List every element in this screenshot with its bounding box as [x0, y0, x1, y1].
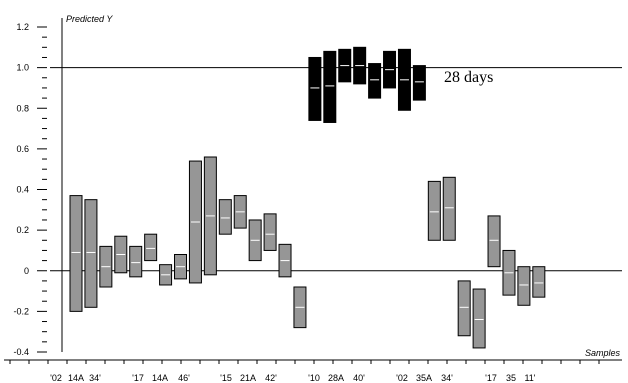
bar-17: [323, 50, 337, 123]
bar-1: [84, 199, 98, 308]
x-tick-label: 34': [89, 373, 101, 383]
annotation-28-days: 28 days: [444, 69, 493, 86]
x-tick-label: '17: [485, 373, 497, 383]
x-tick-label: 35: [506, 373, 516, 383]
y-tick-label: -0.2: [13, 306, 29, 316]
bar-13: [263, 213, 277, 251]
y-tick-label: 0.4: [16, 185, 29, 195]
bars: [69, 46, 546, 349]
x-tick-labels: '02 14A 34' '17 14A 46' '15 21A 42' '10 28A 40' '02 3…: [50, 373, 536, 383]
y-tick-label: 0: [24, 266, 29, 276]
bar-24: [427, 180, 441, 241]
bar-16: [308, 56, 322, 121]
x-tick-label: 14A: [68, 373, 84, 383]
y-tick-label: 0.2: [16, 225, 29, 235]
x-tick-label: 21A: [240, 373, 256, 383]
bar-25: [442, 176, 456, 241]
y-tick-label: 0.8: [16, 103, 29, 113]
y-tick-label: 1.2: [16, 22, 29, 32]
y-axis-title: Predicted Y: [66, 14, 113, 24]
bar-20: [368, 63, 382, 99]
bar-5: [144, 233, 158, 262]
x-tick-label: 46': [178, 373, 190, 383]
bar-28: [487, 215, 501, 268]
bar-10: [218, 199, 232, 235]
bar-26: [457, 280, 471, 337]
x-tick-label: '17: [132, 373, 144, 383]
y-ticks: -0.4 -0.2 0 0.2 0.4 0.6 0.8 1.0 1.2: [13, 22, 47, 357]
x-tick-label: 28A: [328, 373, 344, 383]
x-tick-label: '02: [396, 373, 408, 383]
x-tick-label: 11': [524, 373, 535, 383]
bar-0: [69, 195, 83, 312]
x-tick-label: 35A: [416, 373, 432, 383]
y-tick-label: -0.4: [13, 347, 29, 357]
bar-31: [532, 266, 546, 298]
y-tick-label: 0.6: [16, 144, 29, 154]
y-tick-label: 1.0: [16, 63, 29, 73]
axes: [4, 18, 622, 364]
x-tick-label: '02: [50, 373, 62, 383]
x-tick-label: 14A: [152, 373, 168, 383]
x-tick-label: 42': [265, 373, 277, 383]
x-tick-label: '15: [220, 373, 232, 383]
x-tick-label: '10: [308, 373, 320, 383]
bar-30: [517, 266, 531, 306]
bar-23: [412, 65, 426, 101]
bar-4: [129, 245, 143, 278]
x-axis-title: Samples: [585, 348, 621, 358]
x-tick-label: 40': [353, 373, 365, 383]
x-tick-label: 34': [441, 373, 453, 383]
bar-27: [472, 288, 486, 349]
